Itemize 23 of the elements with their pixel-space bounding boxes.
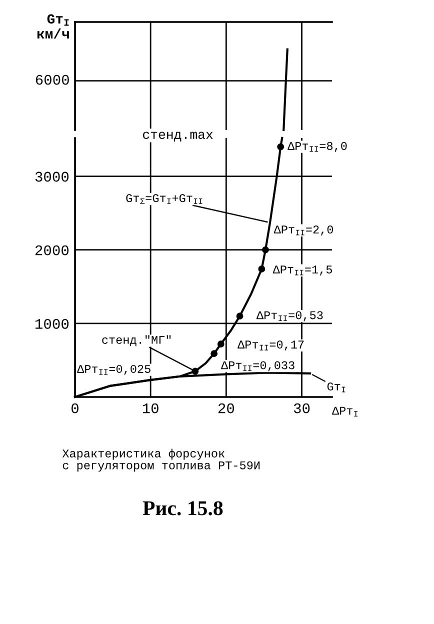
annotation: ΔPт$_{II}$=0,025	[77, 364, 150, 375]
x-axis-title: ΔPт$_{I}$	[332, 406, 358, 416]
x-tick-label: 30	[294, 403, 310, 414]
annotation: ΔPт$_{II}$=0,53	[256, 311, 323, 322]
annotation: ΔPт$_{II}$=2,0	[274, 226, 334, 236]
annotation: Gт$_{I}$	[327, 382, 346, 392]
y-tick-label: 2000	[35, 245, 69, 256]
y-tick-label: 3000	[35, 172, 69, 182]
text: Рис. 15.8	[142, 501, 223, 516]
x-tick-label: 0	[72, 403, 78, 414]
annotation: стенд.max	[143, 132, 213, 142]
annotation: Gт$_{Σ}$=Gт$_{I}$+Gт$_{II}$	[126, 194, 202, 204]
text: 6000	[36, 74, 69, 85]
annotation: стенд."МГ"	[102, 335, 171, 346]
annotation: ΔPт$_{II}$=8,0	[288, 142, 347, 152]
annotation: ΔPт$_{II}$=0,033	[221, 361, 294, 372]
text: Характеристика форсунок с регулятором топлива РТ-59И	[62, 448, 260, 472]
y-axis-title: Gт$_{I}$ км/ч	[37, 14, 69, 39]
x-tick-label: 20	[218, 403, 234, 414]
y-tick-label: 1000	[35, 318, 69, 329]
annotation: ΔPт$_{II}$=1,5	[272, 266, 332, 276]
x-tick-label: 10	[142, 403, 158, 414]
annotation: ΔPт$_{II}$=0,17	[238, 340, 304, 351]
